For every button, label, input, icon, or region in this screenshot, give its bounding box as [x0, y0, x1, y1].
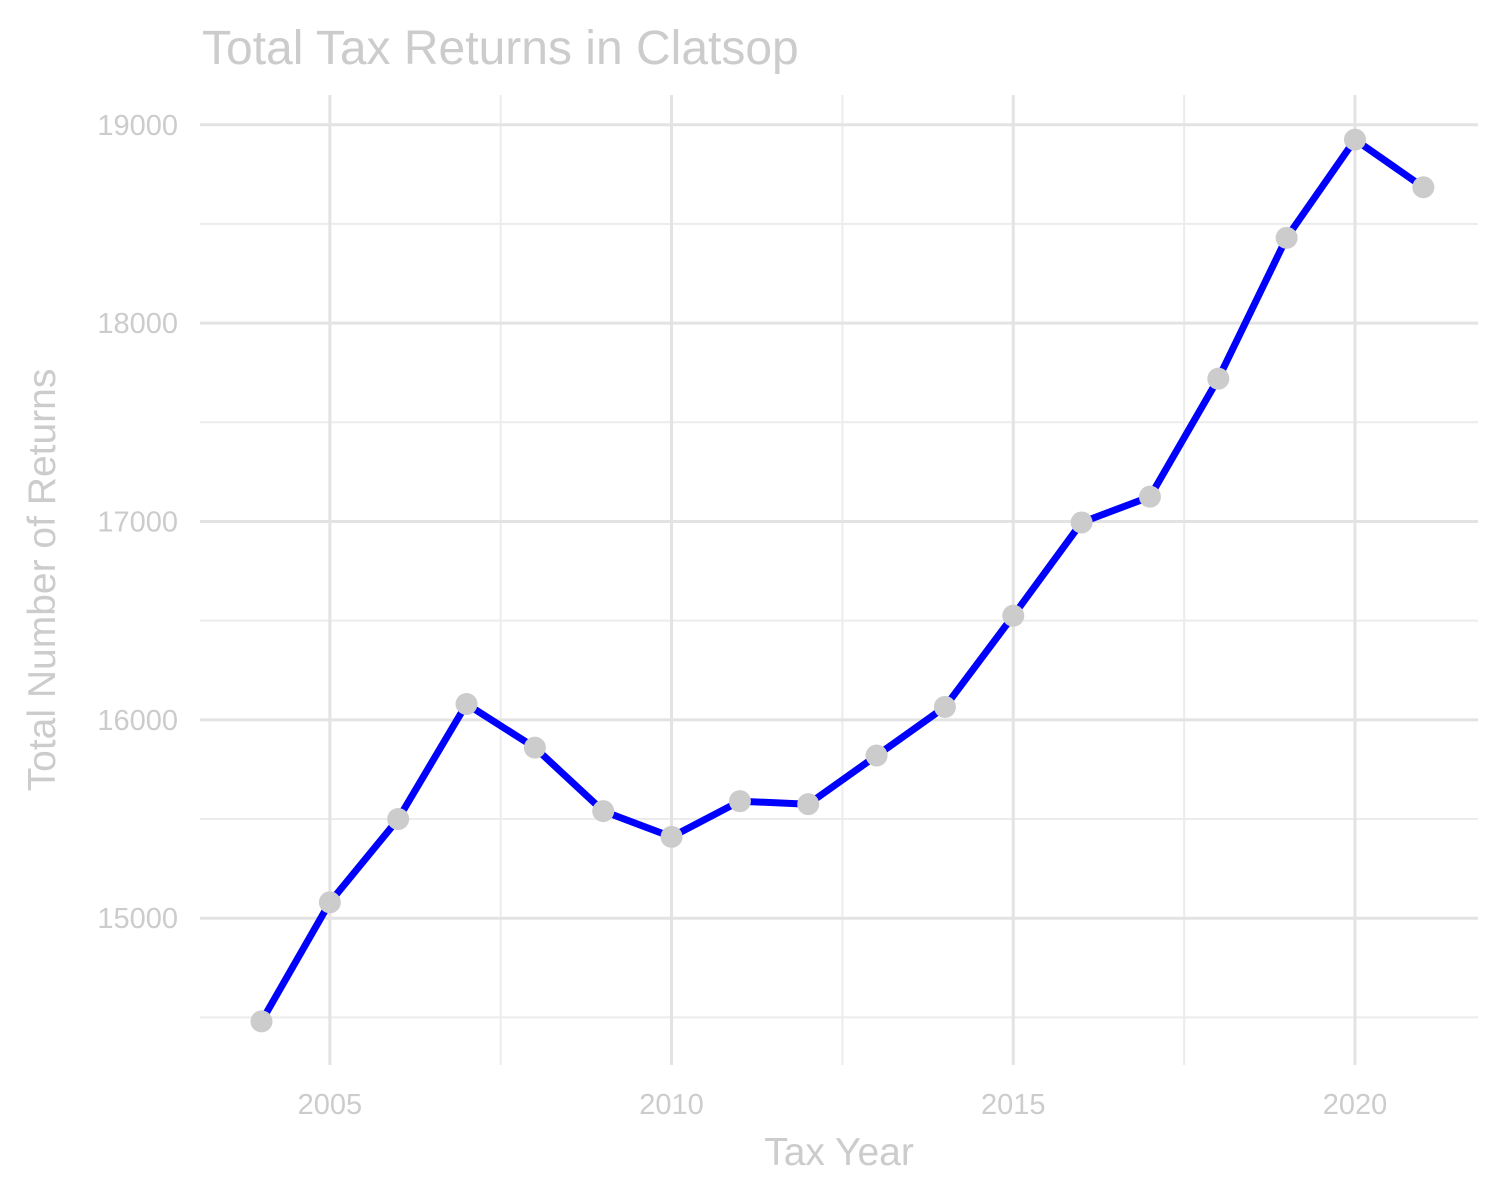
- data-point: [523, 736, 546, 759]
- data-point: [1070, 511, 1093, 534]
- data-points: [250, 128, 1435, 1033]
- y-tick-label: 18000: [97, 308, 178, 340]
- data-point: [250, 1010, 273, 1033]
- y-tick-label: 17000: [97, 506, 178, 538]
- x-tick-label: 2020: [1323, 1089, 1388, 1121]
- data-point: [933, 695, 956, 718]
- series-line: [258, 136, 1427, 1025]
- data-point: [1002, 604, 1025, 627]
- data-point: [660, 825, 683, 848]
- x-axis-title: Tax Year: [764, 1131, 914, 1174]
- data-point: [455, 692, 478, 715]
- data-point: [865, 744, 888, 767]
- data-point: [1275, 226, 1298, 249]
- data-point: [318, 891, 341, 914]
- data-point: [728, 790, 751, 813]
- data-point: [797, 793, 820, 816]
- data-point: [387, 808, 410, 831]
- chart-title: Total Tax Returns in Clatsop: [202, 22, 799, 75]
- y-axis-ticks: 15000 16000 17000 18000 19000: [97, 110, 178, 935]
- y-tick-label: 19000: [97, 110, 178, 142]
- data-point: [1412, 176, 1435, 199]
- x-axis-ticks: 2005 2010 2015 2020: [298, 1089, 1388, 1121]
- y-tick-label: 15000: [97, 903, 178, 935]
- y-tick-label: 16000: [97, 705, 178, 737]
- x-tick-label: 2010: [639, 1089, 704, 1121]
- x-tick-label: 2005: [298, 1089, 363, 1121]
- y-axis-title: Total Number of Returns: [21, 369, 64, 792]
- series-line-layer: [258, 136, 1427, 1025]
- data-point: [592, 800, 615, 823]
- data-point: [1138, 485, 1161, 508]
- data-point: [1343, 128, 1366, 151]
- data-point: [1207, 367, 1230, 390]
- x-tick-label: 2015: [981, 1089, 1046, 1121]
